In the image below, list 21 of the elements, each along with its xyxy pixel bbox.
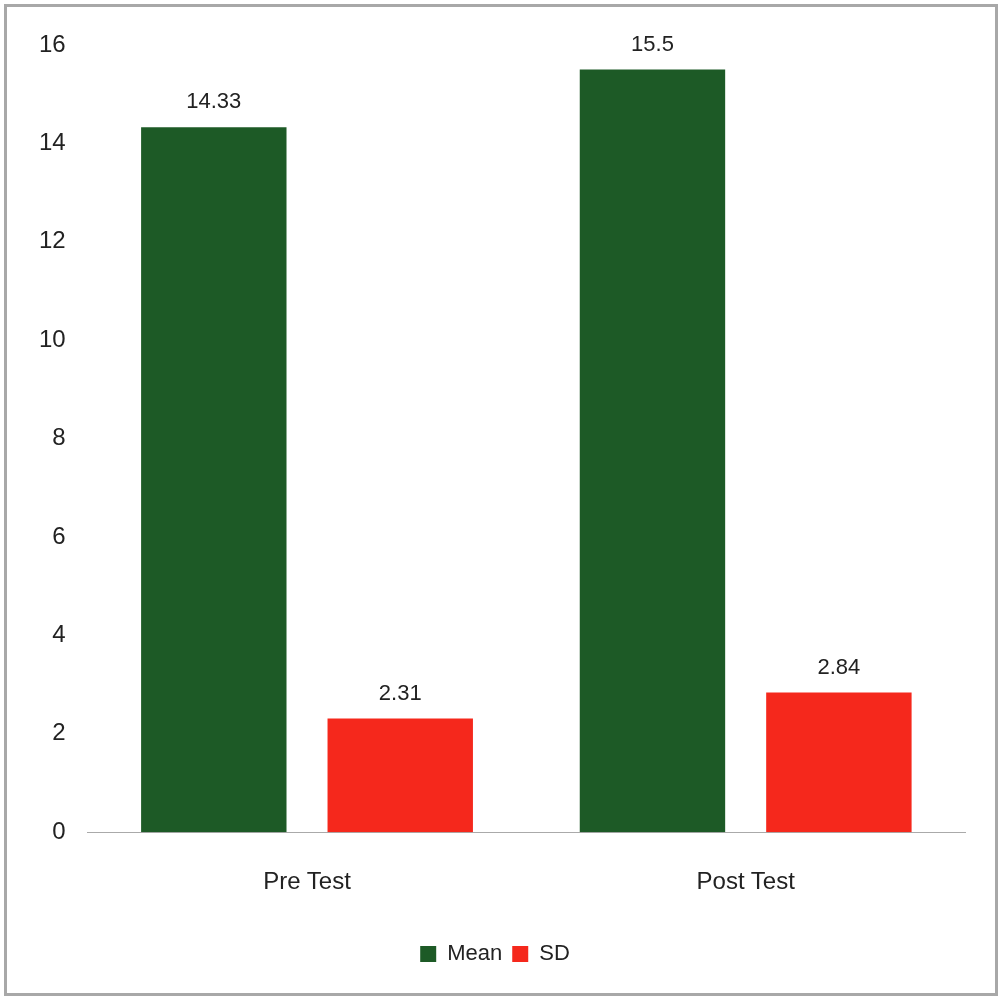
y-tick-label: 12 — [38, 226, 66, 254]
data-label: 15.5 — [631, 30, 674, 56]
y-tick-label: 2 — [52, 718, 66, 746]
bar — [579, 69, 726, 833]
x-tick-label: Pre Test — [263, 867, 352, 895]
data-label: 14.33 — [186, 88, 242, 114]
bar — [327, 718, 473, 833]
y-tick-label: 4 — [52, 620, 66, 648]
y-tick-label: 16 — [38, 29, 66, 57]
data-label: 2.84 — [817, 653, 861, 679]
x-tick-label: Post Test — [696, 867, 796, 895]
bar — [766, 692, 912, 833]
y-tick-label: 0 — [52, 816, 66, 844]
y-tick-label: 10 — [38, 324, 66, 352]
data-label: 2.31 — [378, 679, 422, 705]
y-tick-label: 8 — [52, 423, 66, 451]
legend-label: Mean — [447, 940, 503, 966]
legend-label: SD — [539, 940, 570, 966]
y-tick-label: 6 — [52, 521, 66, 549]
y-tick-label: 14 — [38, 128, 66, 156]
bar — [141, 127, 287, 833]
